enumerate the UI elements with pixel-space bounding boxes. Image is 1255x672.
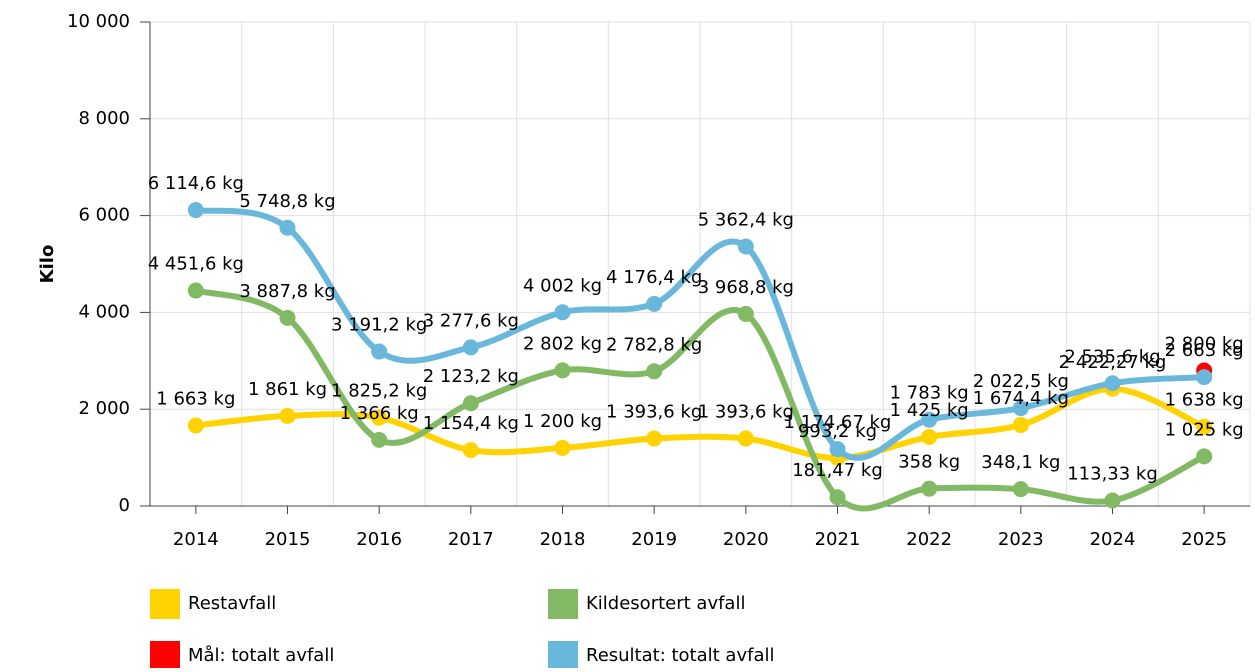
data-label: 1 174,67 kg <box>784 412 892 433</box>
data-point <box>187 282 204 299</box>
data-label: 1 825,2 kg <box>331 381 427 402</box>
data-label: 1 025 kg <box>1165 419 1244 440</box>
data-label: 2 022,5 kg <box>973 371 1069 392</box>
data-point <box>829 489 846 506</box>
data-label: 348,1 kg <box>981 452 1060 473</box>
data-point <box>737 305 754 322</box>
data-point <box>187 202 204 219</box>
y-tick-label: 10 000 <box>67 11 130 32</box>
data-label: 4 176,4 kg <box>606 267 702 288</box>
x-tick-label: 2021 <box>815 529 861 550</box>
legend-swatch <box>150 589 180 619</box>
legend-swatch <box>548 589 578 619</box>
y-tick-label: 8 000 <box>78 108 130 129</box>
data-point <box>1012 400 1029 417</box>
data-label: 5 748,8 kg <box>239 191 335 212</box>
data-label: 1 393,6 kg <box>606 402 702 423</box>
data-label: 181,47 kg <box>792 460 883 481</box>
data-point <box>1104 375 1121 392</box>
x-tick-label: 2018 <box>540 529 586 550</box>
data-label: 1 366 kg <box>340 403 419 424</box>
data-label: 1 783 kg <box>890 383 969 404</box>
data-label: 1 861 kg <box>248 379 327 400</box>
data-point <box>187 417 204 434</box>
x-tick-label: 2020 <box>723 529 769 550</box>
data-label: 2 422,27 kg <box>1059 352 1167 373</box>
data-label: 113,33 kg <box>1067 464 1158 485</box>
x-tick-label: 2015 <box>265 529 311 550</box>
data-label: 4 451,6 kg <box>148 254 244 275</box>
data-point <box>646 430 663 447</box>
data-label: 2 800 kg <box>1165 333 1244 354</box>
data-point <box>554 304 571 321</box>
data-point <box>1196 369 1213 386</box>
data-point <box>279 309 296 326</box>
legend-label: Mål: totalt avfall <box>188 645 334 666</box>
data-label: 4 002 kg <box>523 275 602 296</box>
x-tick-label: 2023 <box>998 529 1044 550</box>
data-point <box>554 439 571 456</box>
x-tick-label: 2019 <box>631 529 677 550</box>
data-point <box>462 442 479 459</box>
data-label: 1 663 kg <box>156 389 235 410</box>
data-label: 2 535,6 kg <box>1064 346 1160 367</box>
data-label: 358 kg <box>898 452 960 473</box>
data-label: 6 114,6 kg <box>148 173 244 194</box>
data-point <box>554 362 571 379</box>
data-point <box>1104 492 1121 509</box>
data-label: 1 200 kg <box>523 411 602 432</box>
data-label: 1 393,6 kg <box>698 402 794 423</box>
data-label: 2 123,2 kg <box>423 366 519 387</box>
legend-swatch <box>150 641 180 671</box>
data-point <box>1012 481 1029 498</box>
y-tick-label: 2 000 <box>78 398 130 419</box>
data-point <box>279 407 296 424</box>
data-point <box>921 429 938 446</box>
data-label: 1 425 kg <box>890 400 969 421</box>
data-label: 2 782,8 kg <box>606 334 702 355</box>
data-label: 993,2 kg <box>798 421 877 442</box>
x-tick-label: 2025 <box>1181 529 1227 550</box>
data-point <box>921 480 938 497</box>
legend-swatch <box>548 641 578 671</box>
data-point <box>371 343 388 360</box>
x-tick-label: 2016 <box>356 529 402 550</box>
y-axis-label: Kilo <box>37 245 58 284</box>
data-label: 2 663 kg <box>1165 340 1244 361</box>
data-label: 3 277,6 kg <box>423 310 519 331</box>
data-point <box>462 395 479 412</box>
y-tick-label: 4 000 <box>78 301 130 322</box>
data-point <box>371 431 388 448</box>
data-point <box>462 339 479 356</box>
data-point <box>737 238 754 255</box>
data-label: 3 968,8 kg <box>698 277 794 298</box>
x-tick-label: 2024 <box>1090 529 1136 550</box>
data-label: 1 154,4 kg <box>423 413 519 434</box>
data-point <box>1196 448 1213 465</box>
data-label: 3 191,2 kg <box>331 315 427 336</box>
data-point <box>1196 418 1213 435</box>
y-tick-label: 0 <box>119 495 130 516</box>
data-label: 2 802 kg <box>523 333 602 354</box>
data-point <box>737 430 754 447</box>
data-label: 3 887,8 kg <box>239 281 335 302</box>
data-point <box>646 295 663 312</box>
data-label: 1 674,4 kg <box>973 388 1069 409</box>
data-label: 5 362,4 kg <box>698 209 794 230</box>
data-point <box>1012 416 1029 433</box>
data-point <box>371 409 388 426</box>
data-label: 1 638 kg <box>1165 390 1244 411</box>
legend-label: Resultat: totalt avfall <box>586 645 774 666</box>
data-point <box>921 411 938 428</box>
data-point <box>829 441 846 458</box>
x-tick-label: 2022 <box>906 529 952 550</box>
data-point <box>646 363 663 380</box>
x-tick-label: 2017 <box>448 529 494 550</box>
x-tick-label: 2014 <box>173 529 219 550</box>
data-point <box>279 219 296 236</box>
legend-label: Kildesortert avfall <box>586 593 745 614</box>
y-tick-label: 6 000 <box>78 205 130 226</box>
legend-label: Restavfall <box>188 593 276 614</box>
